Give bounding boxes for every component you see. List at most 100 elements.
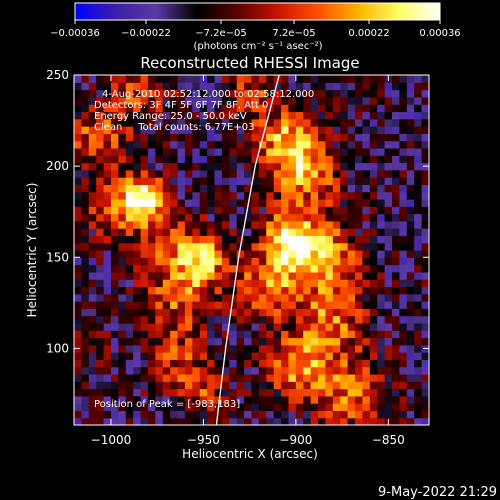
heatmap-cell — [110, 89, 119, 98]
heatmap-cell — [258, 373, 267, 382]
heatmap-cell — [258, 82, 267, 91]
heatmap-cell — [110, 417, 119, 425]
heatmap-cell — [399, 293, 408, 302]
heatmap-cell — [406, 381, 415, 390]
heatmap-cell — [310, 271, 319, 280]
heatmap-cell — [258, 293, 267, 302]
heatmap-cell — [392, 198, 401, 207]
heatmap-cell — [81, 417, 90, 425]
heatmap-cell — [384, 403, 393, 412]
heatmap-cell — [414, 366, 423, 375]
heatmap-cell — [221, 381, 230, 390]
heatmap-cell — [244, 126, 253, 134]
heatmap-cell — [88, 257, 97, 266]
heatmap-cell — [118, 96, 127, 105]
heatmap-cell — [88, 373, 97, 382]
heatmap-cell — [288, 315, 297, 324]
heatmap-cell — [406, 169, 415, 178]
heatmap-cell — [170, 293, 179, 302]
heatmap-cell — [184, 104, 193, 113]
heatmap-cell — [332, 250, 341, 258]
heatmap-cell — [377, 228, 386, 237]
heatmap-cell — [192, 140, 201, 149]
heatmap-cell — [273, 293, 282, 302]
heatmap-cell — [377, 111, 386, 120]
heatmap-cell — [133, 198, 142, 207]
heatmap-cell — [295, 89, 304, 98]
heatmap-cell — [74, 191, 82, 200]
heatmap-cell — [88, 315, 97, 324]
heatmap-cell — [110, 330, 119, 339]
heatmap-cell — [170, 352, 179, 360]
heatmap-cell — [192, 359, 201, 368]
heatmap-cell — [288, 235, 297, 244]
heatmap-cell — [184, 213, 193, 222]
heatmap-cell — [347, 191, 356, 200]
heatmap-cell — [347, 417, 356, 425]
heatmap-cell — [81, 315, 90, 324]
heatmap-cell — [199, 395, 208, 404]
heatmap-cell — [192, 213, 201, 222]
heatmap-cell — [421, 111, 429, 120]
heatmap-cell — [347, 359, 356, 368]
heatmap-cell — [96, 279, 105, 288]
heatmap-cell — [332, 118, 341, 127]
heatmap-cell — [318, 271, 327, 280]
heatmap-cell — [332, 381, 341, 390]
heatmap-cell — [125, 235, 134, 244]
heatmap-cell — [399, 177, 408, 185]
heatmap-cell — [421, 75, 429, 83]
heatmap-cell — [125, 213, 134, 222]
heatmap-cell — [414, 191, 423, 200]
heatmap-cell — [362, 344, 371, 353]
heatmap-cell — [214, 96, 223, 105]
heatmap-cell — [325, 184, 334, 193]
heatmap-cell — [251, 322, 260, 331]
heatmap-cell — [251, 352, 260, 360]
heatmap-cell — [310, 213, 319, 222]
heatmap-cell — [170, 198, 179, 207]
heatmap-cell — [295, 206, 304, 215]
heatmap-cell — [406, 417, 415, 425]
heatmap-cell — [347, 286, 356, 295]
heatmap-cell — [74, 82, 82, 91]
heatmap-cell — [244, 89, 253, 98]
heatmap-cell — [258, 162, 267, 171]
heatmap-cell — [147, 344, 156, 353]
heatmap-cell — [192, 417, 201, 425]
heatmap-cell — [162, 184, 171, 193]
heatmap-cell — [184, 147, 193, 156]
heatmap-cell — [147, 279, 156, 288]
heatmap-cell — [103, 118, 112, 127]
heatmap-cell — [281, 315, 290, 324]
heatmap-cell — [74, 286, 82, 295]
heatmap-cell — [214, 322, 223, 331]
heatmap-cell — [207, 337, 216, 346]
heatmap-cell — [177, 403, 186, 412]
heatmap-cell — [221, 140, 230, 149]
heatmap-cell — [118, 366, 127, 375]
heatmap-cell — [414, 126, 423, 134]
heatmap-cell — [125, 257, 134, 266]
heatmap-cell — [266, 228, 275, 237]
heatmap-cell — [125, 228, 134, 237]
heatmap-cell — [214, 184, 223, 193]
heatmap-cell — [192, 301, 201, 309]
heatmap-cell — [170, 126, 179, 134]
heatmap-cell — [399, 337, 408, 346]
heatmap-cell — [362, 301, 371, 309]
heatmap-cell — [332, 220, 341, 229]
heatmap-cell — [184, 330, 193, 339]
heatmap-cell — [258, 271, 267, 280]
heatmap-cell — [421, 242, 429, 251]
heatmap-cell — [266, 359, 275, 368]
heatmap-cell — [110, 308, 119, 317]
heatmap-cell — [221, 220, 230, 229]
heatmap-cell — [325, 388, 334, 397]
heatmap-cell — [125, 286, 134, 295]
heatmap-cell — [184, 417, 193, 425]
heatmap-cell — [258, 198, 267, 207]
heatmap-cell — [325, 213, 334, 222]
heatmap-cell — [399, 257, 408, 266]
heatmap-cell — [392, 271, 401, 280]
